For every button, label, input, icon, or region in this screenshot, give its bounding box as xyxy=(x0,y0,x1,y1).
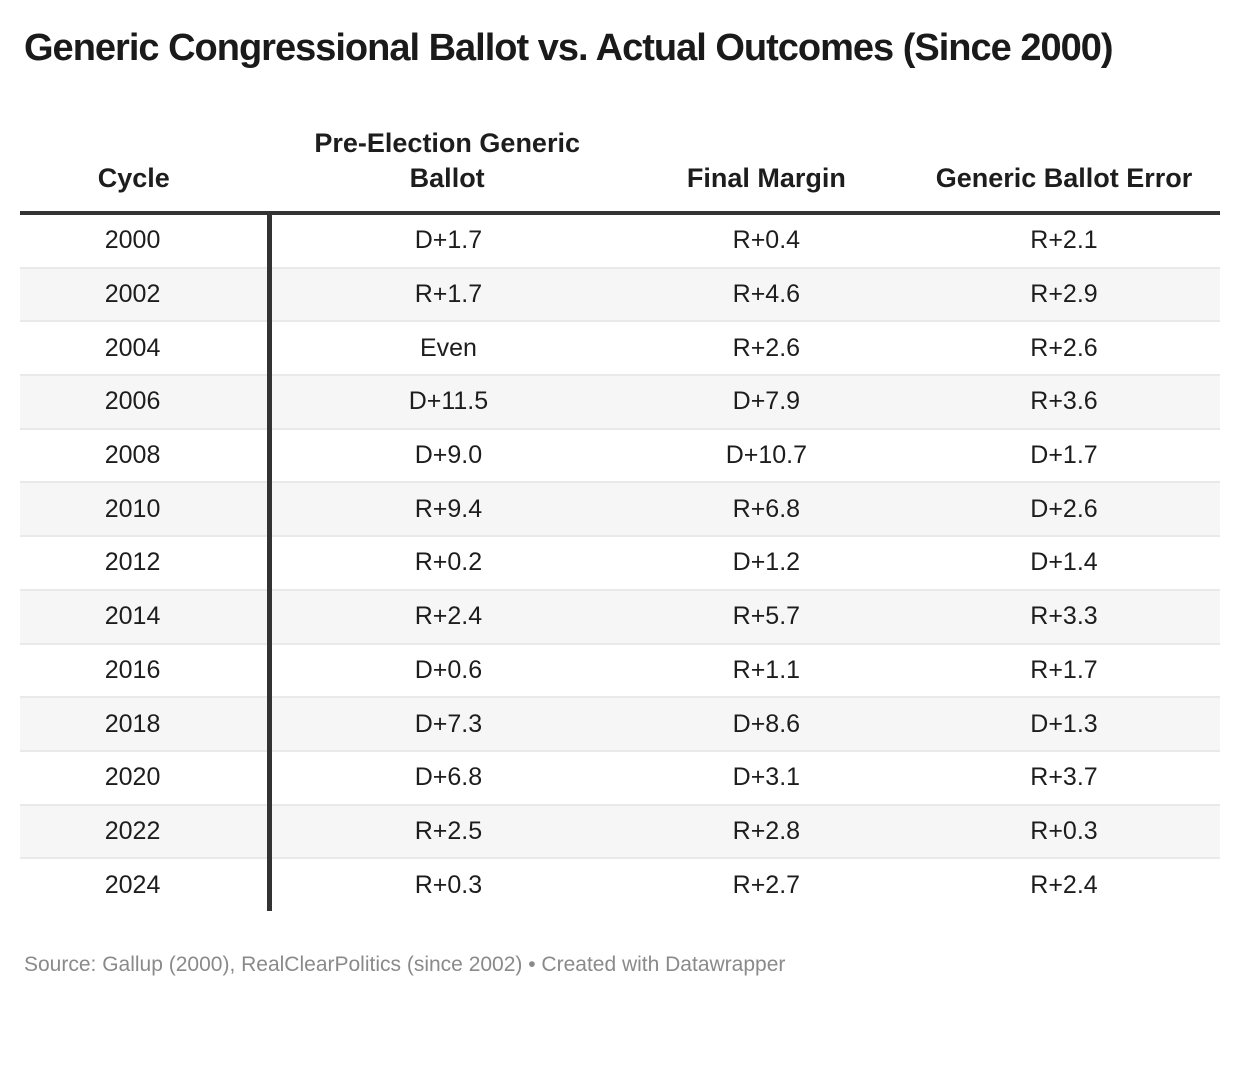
data-table-wrap: Cycle Pre-Election Generic Ballot Final … xyxy=(20,116,1220,911)
cell-cycle: 2016 xyxy=(20,642,270,698)
cell-generic-ballot: D+7.3 xyxy=(267,696,625,751)
table-row: 2022 R+2.5 R+2.8 R+0.3 xyxy=(20,803,1220,859)
table-row: 2010 R+9.4 R+6.8 D+2.6 xyxy=(20,481,1220,537)
cell-final-margin: D+8.6 xyxy=(624,696,908,751)
cell-final-margin: R+4.6 xyxy=(624,266,908,322)
chart-title: Generic Congressional Ballot vs. Actual … xyxy=(24,27,1114,69)
cell-cycle: 2008 xyxy=(20,427,270,483)
cell-final-margin: R+1.1 xyxy=(624,642,908,698)
cell-generic-ballot: D+0.6 xyxy=(267,642,625,698)
cell-final-margin: R+6.8 xyxy=(624,481,908,537)
cell-final-margin: R+2.7 xyxy=(624,857,908,911)
cell-generic-ballot: D+11.5 xyxy=(267,374,625,429)
table-row: 2018 D+7.3 D+8.6 D+1.3 xyxy=(20,696,1220,751)
cell-ballot-error: R+3.3 xyxy=(907,588,1220,644)
data-table: Cycle Pre-Election Generic Ballot Final … xyxy=(20,116,1220,911)
cell-cycle: 2012 xyxy=(20,535,270,590)
table-body: 2000 D+1.7 R+0.4 R+2.1 2002 R+1.7 R+4.6 … xyxy=(20,213,1220,911)
cell-cycle: 2010 xyxy=(20,481,270,537)
table-row: 2024 R+0.3 R+2.7 R+2.4 xyxy=(20,857,1220,911)
cell-final-margin: R+2.6 xyxy=(624,320,908,376)
column-header-cycle: Cycle xyxy=(20,116,270,215)
cell-cycle: 2014 xyxy=(20,588,270,644)
cell-ballot-error: R+2.4 xyxy=(907,857,1220,911)
source-caption: Source: Gallup (2000), RealClearPolitics… xyxy=(24,952,786,976)
cell-generic-ballot: R+2.4 xyxy=(267,588,625,644)
table-row: 2006 D+11.5 D+7.9 R+3.6 xyxy=(20,374,1220,429)
table-row: 2020 D+6.8 D+3.1 R+3.7 xyxy=(20,749,1220,805)
cell-final-margin: D+10.7 xyxy=(624,427,908,483)
cell-ballot-error: D+2.6 xyxy=(907,481,1220,537)
cell-final-margin: R+5.7 xyxy=(624,588,908,644)
cell-ballot-error: R+2.9 xyxy=(907,266,1220,322)
cell-generic-ballot: R+9.4 xyxy=(267,481,625,537)
cell-ballot-error: R+2.6 xyxy=(907,320,1220,376)
cell-cycle: 2004 xyxy=(20,320,270,376)
cell-cycle: 2020 xyxy=(20,749,270,805)
cell-final-margin: D+7.9 xyxy=(624,374,908,429)
column-header-final-margin: Final Margin xyxy=(624,116,908,215)
cell-generic-ballot: R+0.2 xyxy=(267,535,625,590)
cell-ballot-error: D+1.4 xyxy=(907,535,1220,590)
table-row: 2008 D+9.0 D+10.7 D+1.7 xyxy=(20,427,1220,483)
cell-final-margin: R+2.8 xyxy=(624,803,908,859)
cell-final-margin: D+3.1 xyxy=(624,749,908,805)
cell-cycle: 2022 xyxy=(20,803,270,859)
header-row: Cycle Pre-Election Generic Ballot Final … xyxy=(20,116,1220,215)
cell-cycle: 2002 xyxy=(20,266,270,322)
cell-generic-ballot: D+1.7 xyxy=(267,213,625,268)
cell-generic-ballot: D+9.0 xyxy=(267,427,625,483)
cell-generic-ballot: R+2.5 xyxy=(267,803,625,859)
cell-generic-ballot: D+6.8 xyxy=(267,749,625,805)
cell-cycle: 2006 xyxy=(20,374,270,429)
cell-cycle: 2000 xyxy=(104,226,161,255)
column-header-pre-election-generic-ballot: Pre-Election Generic Ballot xyxy=(269,116,625,215)
cell-ballot-error: R+0.3 xyxy=(907,803,1220,859)
cell-ballot-error: R+3.7 xyxy=(907,749,1220,805)
table-row: 2004 Even R+2.6 R+2.6 xyxy=(20,320,1220,376)
table-row: 2012 R+0.2 D+1.2 D+1.4 xyxy=(20,535,1220,590)
cell-cycle: 2024 xyxy=(20,857,270,911)
table-row: 2016 D+0.6 R+1.1 R+1.7 xyxy=(20,642,1220,698)
cell-generic-ballot: R+1.7 xyxy=(267,266,625,322)
chart-container: Generic Congressional Ballot vs. Actual … xyxy=(0,22,1240,1076)
cell-final-margin: R+0.4 xyxy=(732,226,801,255)
cell-generic-ballot: Even xyxy=(267,320,625,376)
cell-ballot-error: R+1.7 xyxy=(907,642,1220,698)
column-header-generic-ballot-error: Generic Ballot Error xyxy=(907,116,1220,215)
table-row: 2000 D+1.7 R+0.4 R+2.1 xyxy=(20,213,1220,268)
cell-ballot-error: D+1.7 xyxy=(907,427,1220,483)
table-row: 2002 R+1.7 R+4.6 R+2.9 xyxy=(20,266,1220,322)
table-row: 2014 R+2.4 R+5.7 R+3.3 xyxy=(20,588,1220,644)
cell-generic-ballot: R+0.3 xyxy=(267,857,625,911)
cell-ballot-error: R+3.6 xyxy=(907,374,1220,429)
cell-final-margin: D+1.2 xyxy=(624,535,908,590)
cell-cycle: 2018 xyxy=(20,696,270,751)
cell-ballot-error: R+2.1 xyxy=(1030,226,1098,255)
cell-ballot-error: D+1.3 xyxy=(907,696,1220,751)
